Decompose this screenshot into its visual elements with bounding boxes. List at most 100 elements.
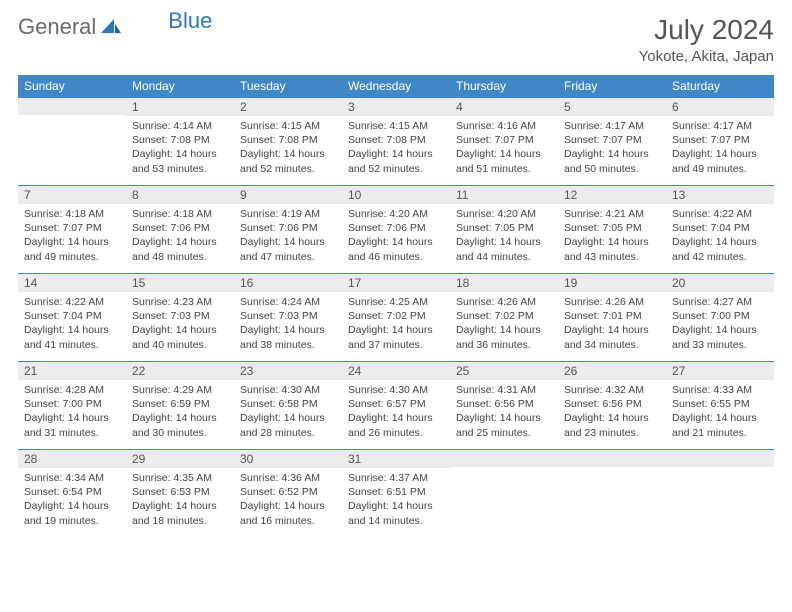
sunset-text: Sunset: 7:07 PM xyxy=(456,133,552,147)
daylight-text: Daylight: 14 hours and 36 minutes. xyxy=(456,323,552,351)
weekday-header: Tuesday xyxy=(234,75,342,98)
sunset-text: Sunset: 7:04 PM xyxy=(24,309,120,323)
sunset-text: Sunset: 7:04 PM xyxy=(672,221,768,235)
sunset-text: Sunset: 7:01 PM xyxy=(564,309,660,323)
calendar-day-cell: 8Sunrise: 4:18 AMSunset: 7:06 PMDaylight… xyxy=(126,186,234,274)
day-details: Sunrise: 4:18 AMSunset: 7:07 PMDaylight:… xyxy=(18,204,126,268)
day-details: Sunrise: 4:15 AMSunset: 7:08 PMDaylight:… xyxy=(234,116,342,180)
daylight-text: Daylight: 14 hours and 33 minutes. xyxy=(672,323,768,351)
calendar-day-cell: 13Sunrise: 4:22 AMSunset: 7:04 PMDayligh… xyxy=(666,186,774,274)
daylight-text: Daylight: 14 hours and 43 minutes. xyxy=(564,235,660,263)
calendar-day-cell: 9Sunrise: 4:19 AMSunset: 7:06 PMDaylight… xyxy=(234,186,342,274)
sunset-text: Sunset: 7:06 PM xyxy=(348,221,444,235)
sunset-text: Sunset: 7:06 PM xyxy=(132,221,228,235)
sunrise-text: Sunrise: 4:20 AM xyxy=(348,207,444,221)
day-number: 31 xyxy=(342,450,450,468)
sunset-text: Sunset: 7:02 PM xyxy=(348,309,444,323)
sunrise-text: Sunrise: 4:14 AM xyxy=(132,119,228,133)
day-details: Sunrise: 4:26 AMSunset: 7:01 PMDaylight:… xyxy=(558,292,666,356)
sunrise-text: Sunrise: 4:21 AM xyxy=(564,207,660,221)
daylight-text: Daylight: 14 hours and 52 minutes. xyxy=(348,147,444,175)
sunset-text: Sunset: 7:06 PM xyxy=(240,221,336,235)
sunrise-text: Sunrise: 4:22 AM xyxy=(672,207,768,221)
sunrise-text: Sunrise: 4:35 AM xyxy=(132,471,228,485)
day-number: 13 xyxy=(666,186,774,204)
day-number: 16 xyxy=(234,274,342,292)
day-details: Sunrise: 4:21 AMSunset: 7:05 PMDaylight:… xyxy=(558,204,666,268)
daylight-text: Daylight: 14 hours and 41 minutes. xyxy=(24,323,120,351)
sunset-text: Sunset: 6:56 PM xyxy=(456,397,552,411)
day-number: 11 xyxy=(450,186,558,204)
sunset-text: Sunset: 6:53 PM xyxy=(132,485,228,499)
day-number: 23 xyxy=(234,362,342,380)
day-details: Sunrise: 4:25 AMSunset: 7:02 PMDaylight:… xyxy=(342,292,450,356)
calendar-week-row: 14Sunrise: 4:22 AMSunset: 7:04 PMDayligh… xyxy=(18,274,774,362)
day-details: Sunrise: 4:18 AMSunset: 7:06 PMDaylight:… xyxy=(126,204,234,268)
day-number: 14 xyxy=(18,274,126,292)
day-details: Sunrise: 4:31 AMSunset: 6:56 PMDaylight:… xyxy=(450,380,558,444)
sunset-text: Sunset: 7:07 PM xyxy=(564,133,660,147)
sunrise-text: Sunrise: 4:24 AM xyxy=(240,295,336,309)
calendar-day-cell xyxy=(18,98,126,186)
sunset-text: Sunset: 7:03 PM xyxy=(132,309,228,323)
day-details: Sunrise: 4:26 AMSunset: 7:02 PMDaylight:… xyxy=(450,292,558,356)
calendar-day-cell: 22Sunrise: 4:29 AMSunset: 6:59 PMDayligh… xyxy=(126,362,234,450)
calendar-day-cell: 12Sunrise: 4:21 AMSunset: 7:05 PMDayligh… xyxy=(558,186,666,274)
sunset-text: Sunset: 7:05 PM xyxy=(564,221,660,235)
day-number: 12 xyxy=(558,186,666,204)
calendar-day-cell: 24Sunrise: 4:30 AMSunset: 6:57 PMDayligh… xyxy=(342,362,450,450)
logo-text-general: General xyxy=(18,14,96,40)
daylight-text: Daylight: 14 hours and 50 minutes. xyxy=(564,147,660,175)
calendar-day-cell: 19Sunrise: 4:26 AMSunset: 7:01 PMDayligh… xyxy=(558,274,666,362)
weekday-header: Monday xyxy=(126,75,234,98)
calendar-day-cell: 16Sunrise: 4:24 AMSunset: 7:03 PMDayligh… xyxy=(234,274,342,362)
calendar-day-cell: 29Sunrise: 4:35 AMSunset: 6:53 PMDayligh… xyxy=(126,450,234,538)
day-number: 4 xyxy=(450,98,558,116)
calendar-day-cell: 28Sunrise: 4:34 AMSunset: 6:54 PMDayligh… xyxy=(18,450,126,538)
day-number: 6 xyxy=(666,98,774,116)
calendar-day-cell: 10Sunrise: 4:20 AMSunset: 7:06 PMDayligh… xyxy=(342,186,450,274)
day-number xyxy=(18,98,126,115)
day-details: Sunrise: 4:16 AMSunset: 7:07 PMDaylight:… xyxy=(450,116,558,180)
day-number: 15 xyxy=(126,274,234,292)
day-number: 3 xyxy=(342,98,450,116)
sunrise-text: Sunrise: 4:18 AM xyxy=(132,207,228,221)
daylight-text: Daylight: 14 hours and 21 minutes. xyxy=(672,411,768,439)
daylight-text: Daylight: 14 hours and 46 minutes. xyxy=(348,235,444,263)
sunrise-text: Sunrise: 4:17 AM xyxy=(672,119,768,133)
daylight-text: Daylight: 14 hours and 18 minutes. xyxy=(132,499,228,527)
day-details xyxy=(450,467,558,474)
day-number: 21 xyxy=(18,362,126,380)
sunrise-text: Sunrise: 4:23 AM xyxy=(132,295,228,309)
calendar-day-cell: 6Sunrise: 4:17 AMSunset: 7:07 PMDaylight… xyxy=(666,98,774,186)
sunrise-text: Sunrise: 4:25 AM xyxy=(348,295,444,309)
sunrise-text: Sunrise: 4:18 AM xyxy=(24,207,120,221)
header: General Blue July 2024 Yokote, Akita, Ja… xyxy=(18,14,774,65)
day-details: Sunrise: 4:22 AMSunset: 7:04 PMDaylight:… xyxy=(18,292,126,356)
day-number: 18 xyxy=(450,274,558,292)
weekday-header: Friday xyxy=(558,75,666,98)
daylight-text: Daylight: 14 hours and 52 minutes. xyxy=(240,147,336,175)
logo: General Blue xyxy=(18,14,212,40)
sunrise-text: Sunrise: 4:22 AM xyxy=(24,295,120,309)
day-details: Sunrise: 4:20 AMSunset: 7:06 PMDaylight:… xyxy=(342,204,450,268)
day-details: Sunrise: 4:19 AMSunset: 7:06 PMDaylight:… xyxy=(234,204,342,268)
day-details: Sunrise: 4:29 AMSunset: 6:59 PMDaylight:… xyxy=(126,380,234,444)
day-details: Sunrise: 4:28 AMSunset: 7:00 PMDaylight:… xyxy=(18,380,126,444)
sunrise-text: Sunrise: 4:26 AM xyxy=(564,295,660,309)
sunset-text: Sunset: 7:00 PM xyxy=(672,309,768,323)
day-number: 10 xyxy=(342,186,450,204)
day-details: Sunrise: 4:35 AMSunset: 6:53 PMDaylight:… xyxy=(126,468,234,532)
sunset-text: Sunset: 6:55 PM xyxy=(672,397,768,411)
calendar-day-cell: 3Sunrise: 4:15 AMSunset: 7:08 PMDaylight… xyxy=(342,98,450,186)
day-number: 9 xyxy=(234,186,342,204)
daylight-text: Daylight: 14 hours and 38 minutes. xyxy=(240,323,336,351)
daylight-text: Daylight: 14 hours and 25 minutes. xyxy=(456,411,552,439)
day-details: Sunrise: 4:14 AMSunset: 7:08 PMDaylight:… xyxy=(126,116,234,180)
day-details: Sunrise: 4:34 AMSunset: 6:54 PMDaylight:… xyxy=(18,468,126,532)
sunrise-text: Sunrise: 4:19 AM xyxy=(240,207,336,221)
sunrise-text: Sunrise: 4:30 AM xyxy=(348,383,444,397)
day-number: 19 xyxy=(558,274,666,292)
daylight-text: Daylight: 14 hours and 28 minutes. xyxy=(240,411,336,439)
day-details: Sunrise: 4:24 AMSunset: 7:03 PMDaylight:… xyxy=(234,292,342,356)
